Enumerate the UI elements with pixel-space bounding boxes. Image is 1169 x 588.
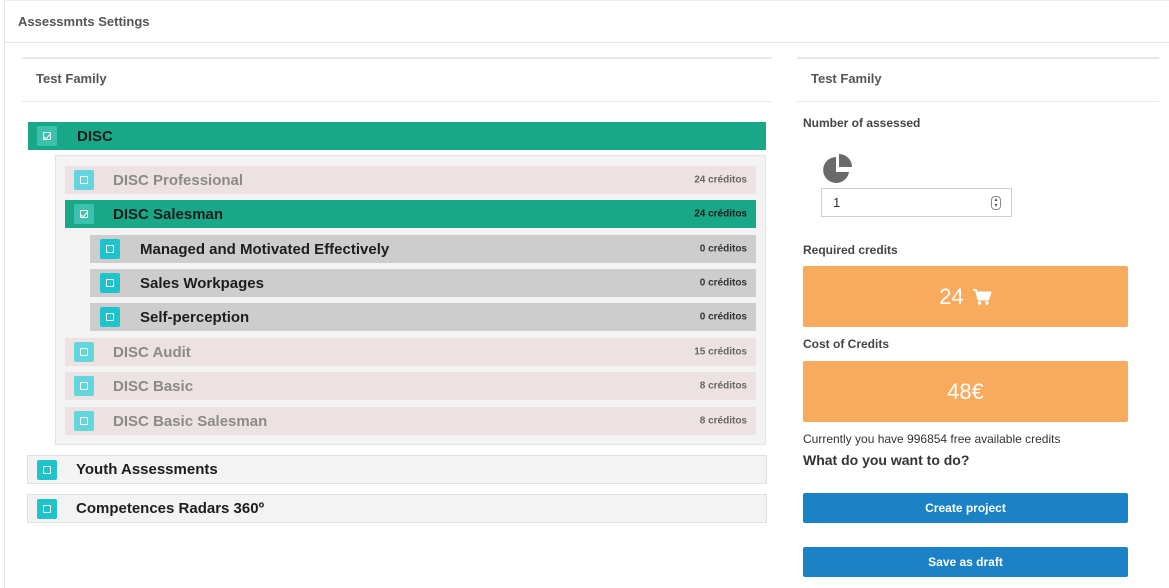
test-label: DISC Salesman <box>113 205 224 223</box>
family-label: Youth Assessments <box>76 461 218 478</box>
test-label: DISC Audit <box>113 343 191 361</box>
checkbox-checked-icon[interactable] <box>74 204 94 224</box>
subtest-credits: 0 créditos <box>699 277 747 289</box>
available-credits-text: Currently you have 996854 free available… <box>803 432 1061 446</box>
test-label: DISC Basic <box>113 377 194 395</box>
checkbox-empty-icon[interactable] <box>74 376 94 396</box>
family-row-disc[interactable]: DISC <box>28 122 766 150</box>
checkbox-empty-icon[interactable] <box>100 273 120 293</box>
shopping-cart-icon <box>972 288 992 305</box>
number-assessed-label: Number of assessed <box>803 116 921 130</box>
checkbox-empty-icon[interactable] <box>74 170 94 190</box>
test-row-disc-basic-salesman[interactable]: DISC Basic Salesman 8 créditos <box>65 407 756 435</box>
test-credits: 24 créditos <box>694 208 747 220</box>
spinner-icon[interactable]: ▴ ▾ <box>991 196 1001 210</box>
checkbox-empty-icon[interactable] <box>37 459 57 480</box>
checkbox-empty-icon[interactable] <box>74 342 94 362</box>
page-header: Assessmnts Settings <box>4 0 1169 43</box>
subtest-label: Self-perception <box>140 308 250 326</box>
disc-tests-container <box>55 155 766 445</box>
cost-credits-value: 48€ <box>947 378 984 404</box>
number-assessed-value: 1 <box>833 195 841 210</box>
left-panel-header: Test Family <box>22 57 772 102</box>
left-panel-heading: Test Family <box>36 71 107 86</box>
required-credits-box: 24 <box>803 266 1128 327</box>
test-row-disc-salesman[interactable]: DISC Salesman 24 créditos <box>65 200 756 228</box>
family-row-competences-radars[interactable]: Competences Radars 360º <box>27 494 767 523</box>
family-label: Competences Radars 360º <box>76 500 265 517</box>
page-title: Assessmnts Settings <box>18 14 150 29</box>
create-project-button[interactable]: Create project <box>803 493 1128 523</box>
save-draft-button[interactable]: Save as draft <box>803 547 1128 577</box>
checkbox-empty-icon[interactable] <box>100 239 120 259</box>
right-panel-header: Test Family <box>797 57 1159 102</box>
right-panel-heading: Test Family <box>811 71 882 86</box>
test-label: DISC Basic Salesman <box>113 412 268 430</box>
test-row-disc-audit[interactable]: DISC Audit 15 créditos <box>65 338 756 366</box>
cost-credits-box: 48€ <box>803 361 1128 422</box>
cost-credits-label: Cost of Credits <box>803 337 890 351</box>
family-row-youth-assessments[interactable]: Youth Assessments <box>27 455 767 484</box>
test-credits: 24 créditos <box>694 174 747 186</box>
test-credits: 15 créditos <box>694 346 747 358</box>
test-credits: 8 créditos <box>699 415 747 427</box>
subtest-credits: 0 créditos <box>699 243 747 255</box>
pie-chart-icon <box>823 154 852 183</box>
test-label: DISC Professional <box>113 171 244 189</box>
number-assessed-input[interactable]: 1 ▴ ▾ <box>821 188 1012 217</box>
subtest-row-self-perception[interactable]: Self-perception 0 créditos <box>90 303 756 331</box>
subtest-credits: 0 créditos <box>699 311 747 323</box>
subtest-row-managed-motivated[interactable]: Managed and Motivated Effectively 0 créd… <box>90 235 756 263</box>
test-row-disc-professional[interactable]: DISC Professional 24 créditos <box>65 166 756 194</box>
required-credits-value: 24 <box>939 283 964 309</box>
test-credits: 8 créditos <box>699 380 747 392</box>
subtest-label: Sales Workpages <box>140 274 264 292</box>
checkbox-empty-icon[interactable] <box>100 307 120 327</box>
subtest-label: Managed and Motivated Effectively <box>140 240 390 258</box>
family-label: DISC <box>77 127 113 145</box>
subtest-row-sales-workpages[interactable]: Sales Workpages 0 créditos <box>90 269 756 297</box>
action-question: What do you want to do? <box>803 452 970 468</box>
checkbox-empty-icon[interactable] <box>37 498 57 519</box>
test-row-disc-basic[interactable]: DISC Basic 8 créditos <box>65 372 756 400</box>
checkbox-checked-icon[interactable] <box>37 126 57 146</box>
checkbox-empty-icon[interactable] <box>74 411 94 431</box>
required-credits-label: Required credits <box>803 243 898 257</box>
